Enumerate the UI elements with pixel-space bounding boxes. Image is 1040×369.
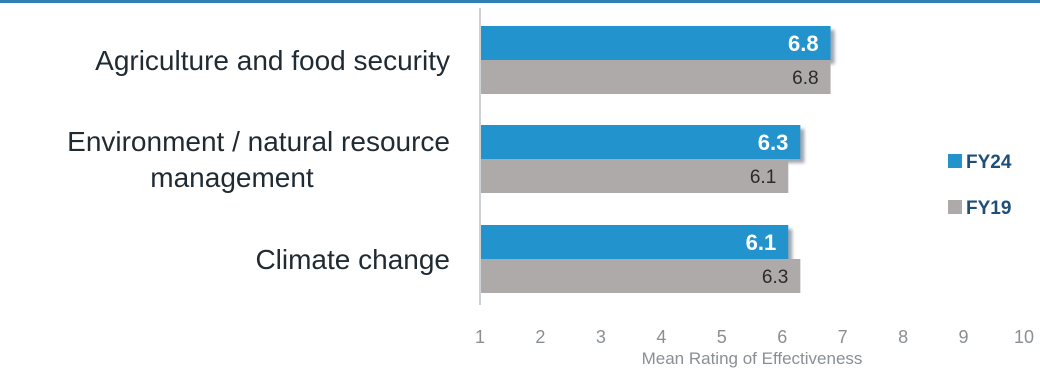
bar-fy19-1 <box>480 159 789 193</box>
x-axis-title: Mean Rating of Effectiveness <box>642 349 863 368</box>
category-label-2-line-0: Climate change <box>255 244 450 275</box>
value-label-fy19-0: 6.8 <box>792 68 818 89</box>
bar-fy24-1 <box>480 125 801 159</box>
value-label-fy24-0: 6.8 <box>788 31 819 56</box>
x-tick-label-4: 4 <box>656 327 666 347</box>
category-label-1-line-0: Environment / natural resource <box>67 126 450 157</box>
bars-group <box>480 26 831 293</box>
x-tick-label-9: 9 <box>959 327 969 347</box>
value-label-fy19-1: 6.1 <box>750 167 776 188</box>
x-tick-label-2: 2 <box>535 327 545 347</box>
category-label-1-line-1: management <box>150 162 314 193</box>
bar-fy19-0 <box>480 60 831 94</box>
value-label-fy24-1: 6.3 <box>758 130 789 155</box>
x-tick-label-7: 7 <box>838 327 848 347</box>
top-rule <box>0 0 1040 3</box>
value-label-fy24-2: 6.1 <box>746 230 777 255</box>
labels-group: 6.8 6.8 Agriculture and food security 6.3 6.… <box>67 31 818 288</box>
bar-fy24-0 <box>480 26 831 60</box>
value-label-fy19-2: 6.3 <box>762 267 788 288</box>
bar-fy24-2 <box>480 225 789 259</box>
x-tick-label-10: 10 <box>1014 327 1034 347</box>
legend-swatch-fy19 <box>948 200 962 214</box>
bar-fy19-2 <box>480 259 801 293</box>
x-tick-label-6: 6 <box>777 327 787 347</box>
legend: FY24 FY19 <box>948 152 1012 219</box>
x-axis: 1 2 3 4 5 6 7 8 9 10 Mean Rating of Effectiveness <box>475 8 1034 368</box>
x-tick-label-3: 3 <box>596 327 606 347</box>
legend-swatch-fy24 <box>948 154 962 168</box>
legend-label-fy19: FY19 <box>966 198 1011 219</box>
legend-label-fy24: FY24 <box>966 152 1012 173</box>
x-tick-label-8: 8 <box>898 327 908 347</box>
x-tick-label-1: 1 <box>475 327 485 347</box>
category-label-0-line-0: Agriculture and food security <box>95 45 450 76</box>
x-tick-label-5: 5 <box>717 327 727 347</box>
